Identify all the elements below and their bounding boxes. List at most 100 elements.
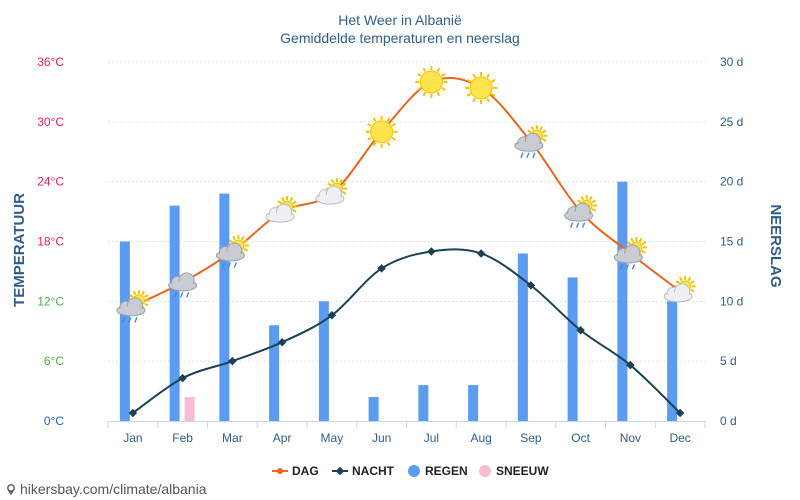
legend-label: NACHT	[352, 464, 395, 478]
sun-disc	[370, 120, 394, 144]
sun-cloud-icon	[265, 196, 298, 223]
sun-ray	[281, 196, 285, 202]
rain-drop	[631, 264, 636, 270]
rain-drop	[122, 317, 126, 323]
sun-ray	[641, 249, 646, 254]
night-temperature-point	[128, 408, 138, 418]
weather-icons	[116, 65, 696, 323]
sun-ray	[472, 73, 476, 79]
rain-drop	[569, 222, 574, 228]
rain-drop	[134, 317, 138, 323]
day-temperature-line	[132, 76, 681, 308]
night-temperature-point	[675, 408, 685, 418]
sun-ray	[675, 280, 680, 284]
rain-bar	[318, 301, 329, 421]
night-temperature-point	[277, 337, 287, 347]
sun-ray	[472, 97, 476, 103]
rain-drop	[575, 222, 580, 228]
rain-sun-icon	[564, 195, 598, 228]
sun-ray	[367, 136, 372, 141]
pin-icon	[7, 484, 15, 496]
cloud-part	[566, 211, 591, 220]
sun-ray	[690, 280, 695, 284]
sun-ray	[132, 290, 137, 296]
sun-ray	[228, 239, 234, 244]
rain-bar	[219, 193, 230, 421]
grid-lines	[108, 61, 705, 362]
x-tick-label: Mar	[222, 431, 243, 445]
sun-ray	[466, 93, 472, 97]
sun-ray	[141, 290, 145, 296]
y-right-tick-label: 20 d	[720, 175, 743, 189]
cloud-part	[218, 251, 243, 260]
cloud-part	[616, 253, 641, 262]
y-left-tick-label: 12°C	[37, 294, 64, 308]
legend-label: DAG	[292, 464, 319, 478]
rain-drop	[532, 152, 536, 159]
sun-ray	[580, 195, 585, 201]
rain-bar	[468, 385, 479, 421]
sun-ray	[436, 91, 441, 97]
sun-ray	[577, 199, 582, 204]
sun-ray	[436, 67, 441, 73]
y-left-axis-title: TEMPERATUUR	[11, 193, 28, 307]
rain-drop	[185, 292, 190, 298]
sun-ray	[527, 129, 532, 134]
x-tick-label: May	[321, 431, 344, 445]
sun-ray	[339, 179, 343, 184]
sun-ray	[530, 126, 535, 131]
rain-drop	[227, 262, 232, 268]
night-temperature-point	[427, 247, 436, 256]
y-right-tick-label: 5 d	[720, 354, 737, 368]
rain-drop	[221, 262, 226, 268]
legend-label: SNEEUW	[496, 464, 549, 478]
y-right-tick-label: 25 d	[720, 115, 743, 129]
rain-bar	[368, 397, 379, 421]
sun-icon	[415, 65, 448, 98]
cloud-part	[666, 292, 691, 301]
sun-ray	[539, 126, 543, 131]
night-temperature-line	[132, 248, 681, 414]
rain-bar	[119, 241, 130, 421]
chart-subtitle: Gemiddelde temperaturen en neerslag	[280, 30, 520, 46]
cloud-part	[170, 281, 195, 290]
x-tick-label: Dec	[669, 431, 690, 445]
sun-ray	[330, 179, 335, 184]
cloud-part	[516, 141, 541, 150]
line-series	[128, 76, 685, 418]
sun-cloud-icon	[315, 178, 348, 205]
y-left-tick-label: 24°C	[37, 175, 64, 189]
rain-drop	[581, 222, 586, 228]
sun-disc	[419, 70, 443, 94]
sun-ray	[240, 235, 245, 241]
night-temperature-point	[526, 281, 536, 290]
night-temperature-point	[626, 360, 635, 370]
sun-ray	[129, 294, 134, 298]
sun-ray	[589, 195, 593, 201]
sun-ray	[441, 87, 446, 91]
cloud-part	[118, 306, 143, 315]
sun-ray	[491, 93, 496, 97]
source-link[interactable]: hikersbay.com/climate/albania	[20, 481, 207, 497]
sun-ray	[591, 199, 597, 204]
y-right-tick-label: 15 d	[720, 235, 743, 249]
night-temperature-point	[228, 356, 237, 366]
sun-ray	[591, 207, 597, 212]
x-tick-label: Oct	[571, 431, 590, 445]
sun-ray	[679, 276, 683, 282]
x-tick-label: Jan	[123, 431, 142, 445]
sun-ray	[422, 91, 427, 97]
y-left-tick-label: 36°C	[37, 55, 64, 69]
rain-drop	[520, 152, 524, 159]
sun-ray	[630, 237, 634, 243]
legend-marker	[335, 466, 345, 476]
sun-ray	[342, 191, 347, 195]
sun-ray	[277, 200, 282, 205]
cloud-part	[268, 212, 293, 221]
x-tick-label: Jun	[372, 431, 391, 445]
night-temperature-point	[476, 249, 486, 258]
sun-ray	[243, 247, 248, 252]
sun-ray	[372, 141, 377, 147]
sun-icon	[365, 115, 398, 148]
